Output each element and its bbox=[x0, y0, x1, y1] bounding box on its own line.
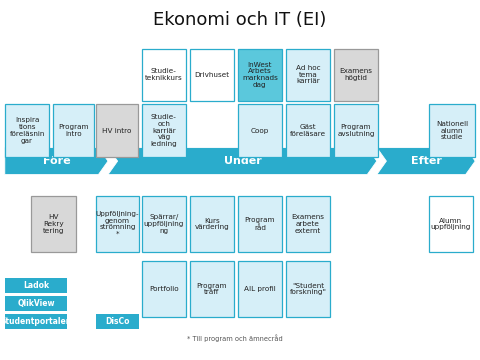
Text: Uppföljning-
genom
strömning
*: Uppföljning- genom strömning * bbox=[96, 211, 139, 237]
FancyBboxPatch shape bbox=[96, 314, 139, 329]
Text: Före: Före bbox=[43, 156, 70, 166]
Text: Gäst
föreläsare: Gäst föreläsare bbox=[290, 124, 326, 137]
Text: Efter: Efter bbox=[410, 156, 442, 166]
FancyBboxPatch shape bbox=[96, 196, 139, 252]
Text: "Student
forskning": "Student forskning" bbox=[289, 283, 326, 295]
Text: Ad hoc
tema
karriär: Ad hoc tema karriär bbox=[296, 65, 320, 85]
FancyBboxPatch shape bbox=[142, 104, 186, 157]
Text: Kurs
värdering: Kurs värdering bbox=[194, 218, 229, 230]
Text: Inspira
tions
föreläsnin
gar: Inspira tions föreläsnin gar bbox=[10, 117, 45, 144]
FancyBboxPatch shape bbox=[238, 261, 282, 317]
FancyBboxPatch shape bbox=[190, 196, 234, 252]
FancyBboxPatch shape bbox=[5, 278, 67, 293]
FancyBboxPatch shape bbox=[190, 49, 234, 101]
Text: Drivhuset: Drivhuset bbox=[194, 72, 229, 78]
Text: InWest
Arbets
marknads
dag: InWest Arbets marknads dag bbox=[242, 62, 278, 88]
FancyBboxPatch shape bbox=[286, 104, 330, 157]
FancyBboxPatch shape bbox=[96, 104, 138, 157]
FancyBboxPatch shape bbox=[334, 49, 378, 101]
Text: HV
Rekry
tering: HV Rekry tering bbox=[43, 214, 64, 234]
Text: Studie-
teknikkurs: Studie- teknikkurs bbox=[145, 68, 183, 81]
Polygon shape bbox=[377, 148, 475, 175]
FancyBboxPatch shape bbox=[238, 104, 282, 157]
Text: Program
träff: Program träff bbox=[197, 283, 227, 295]
FancyBboxPatch shape bbox=[31, 196, 76, 252]
Text: Ladok: Ladok bbox=[23, 282, 49, 290]
Text: Ekonomi och IT (EI): Ekonomi och IT (EI) bbox=[153, 11, 327, 29]
Text: Studentportalen: Studentportalen bbox=[0, 318, 72, 326]
Text: Nationell
alumn
studie: Nationell alumn studie bbox=[436, 121, 468, 140]
Text: Spärrar/
uppföljning
ng: Spärrar/ uppföljning ng bbox=[144, 214, 184, 234]
FancyBboxPatch shape bbox=[142, 196, 186, 252]
Polygon shape bbox=[108, 148, 377, 175]
FancyBboxPatch shape bbox=[334, 104, 378, 157]
Text: Examens
arbete
externt: Examens arbete externt bbox=[291, 214, 324, 234]
FancyBboxPatch shape bbox=[429, 196, 473, 252]
Text: HV intro: HV intro bbox=[102, 127, 132, 134]
Text: Examens
högtid: Examens högtid bbox=[339, 68, 372, 81]
FancyBboxPatch shape bbox=[5, 296, 67, 311]
FancyBboxPatch shape bbox=[238, 196, 282, 252]
FancyBboxPatch shape bbox=[238, 49, 282, 101]
FancyBboxPatch shape bbox=[429, 104, 475, 157]
FancyBboxPatch shape bbox=[190, 261, 234, 317]
Text: DisCo: DisCo bbox=[105, 318, 130, 326]
Text: Coop: Coop bbox=[251, 127, 269, 134]
Polygon shape bbox=[5, 148, 108, 175]
Text: AIL profil: AIL profil bbox=[244, 286, 276, 292]
Text: Program
intro: Program intro bbox=[58, 124, 88, 137]
Text: Under: Under bbox=[224, 156, 261, 166]
FancyBboxPatch shape bbox=[286, 49, 330, 101]
Text: Program
avslutning: Program avslutning bbox=[337, 124, 375, 137]
FancyBboxPatch shape bbox=[53, 104, 94, 157]
Text: QlikView: QlikView bbox=[17, 300, 55, 308]
FancyBboxPatch shape bbox=[5, 104, 49, 157]
FancyBboxPatch shape bbox=[5, 314, 67, 329]
Text: * Till program och ämnесråd: * Till program och ämnесråd bbox=[187, 334, 283, 342]
FancyBboxPatch shape bbox=[142, 49, 186, 101]
FancyBboxPatch shape bbox=[286, 196, 330, 252]
FancyBboxPatch shape bbox=[286, 261, 330, 317]
FancyBboxPatch shape bbox=[142, 261, 186, 317]
Text: Portfolio: Portfolio bbox=[149, 286, 179, 292]
Text: Alumn
uppföljning: Alumn uppföljning bbox=[431, 218, 471, 230]
Text: Studie-
och
karriär
väg
ledning: Studie- och karriär väg ledning bbox=[151, 114, 177, 147]
Text: Program
råd: Program råd bbox=[245, 217, 275, 231]
